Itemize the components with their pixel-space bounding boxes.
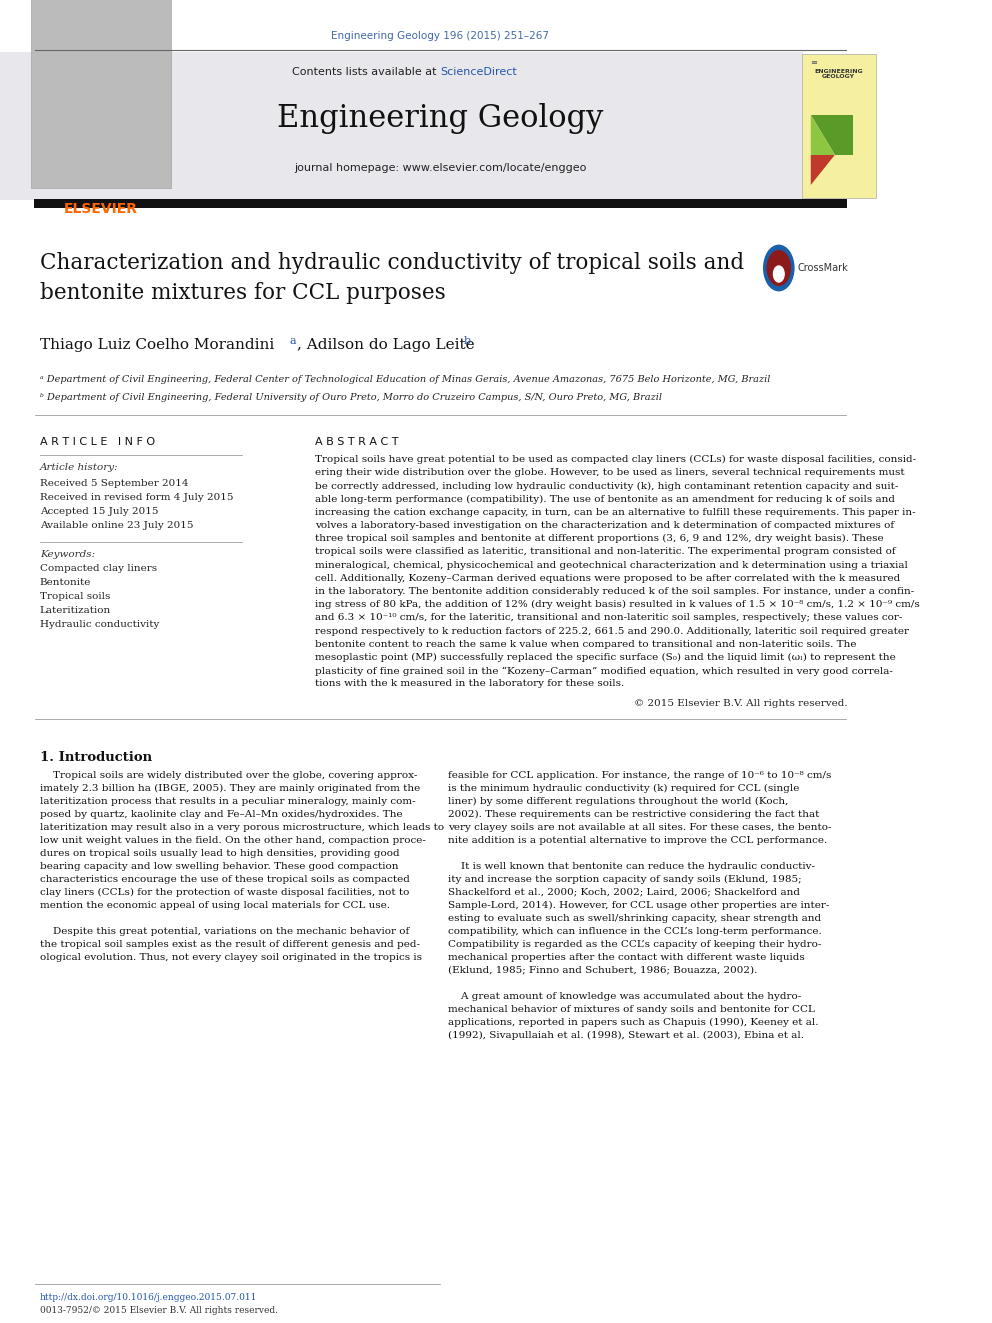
Text: 2002). These requirements can be restrictive considering the fact that: 2002). These requirements can be restric… bbox=[448, 810, 819, 819]
Text: the tropical soil samples exist as the result of different genesis and ped-: the tropical soil samples exist as the r… bbox=[40, 939, 420, 949]
Text: Available online 23 July 2015: Available online 23 July 2015 bbox=[40, 521, 193, 531]
Text: lateritization process that results in a peculiar mineralogy, mainly com-: lateritization process that results in a… bbox=[40, 796, 416, 806]
FancyBboxPatch shape bbox=[31, 0, 172, 188]
Text: http://dx.doi.org/10.1016/j.enggeo.2015.07.011: http://dx.doi.org/10.1016/j.enggeo.2015.… bbox=[40, 1293, 257, 1302]
Text: posed by quartz, kaolinite clay and Fe–Al–Mn oxides/hydroxides. The: posed by quartz, kaolinite clay and Fe–A… bbox=[40, 810, 403, 819]
Text: journal homepage: www.elsevier.com/locate/enggeo: journal homepage: www.elsevier.com/locat… bbox=[295, 163, 586, 173]
Text: Engineering Geology: Engineering Geology bbox=[278, 102, 604, 134]
Text: applications, reported in papers such as Chapuis (1990), Keeney et al.: applications, reported in papers such as… bbox=[448, 1017, 819, 1027]
Text: Hydraulic conductivity: Hydraulic conductivity bbox=[40, 620, 160, 628]
Text: cell. Additionally, Kozeny–Carman derived equations were proposed to be after co: cell. Additionally, Kozeny–Carman derive… bbox=[315, 574, 901, 583]
Text: (1992), Sivapullaiah et al. (1998), Stewart et al. (2003), Ebina et al.: (1992), Sivapullaiah et al. (1998), Stew… bbox=[448, 1031, 805, 1040]
Text: © 2015 Elsevier B.V. All rights reserved.: © 2015 Elsevier B.V. All rights reserved… bbox=[635, 699, 848, 708]
Text: mesoplastic point (MP) successfully replaced the specific surface (S₀) and the l: mesoplastic point (MP) successfully repl… bbox=[315, 654, 896, 662]
Text: Compacted clay liners: Compacted clay liners bbox=[40, 564, 157, 573]
Text: Sample-Lord, 2014). However, for CCL usage other properties are inter-: Sample-Lord, 2014). However, for CCL usa… bbox=[448, 901, 830, 910]
Text: mechanical behavior of mixtures of sandy soils and bentonite for CCL: mechanical behavior of mixtures of sandy… bbox=[448, 1004, 815, 1013]
Text: ELSEVIER: ELSEVIER bbox=[64, 202, 138, 216]
Text: Received 5 September 2014: Received 5 September 2014 bbox=[40, 479, 188, 488]
Text: ScienceDirect: ScienceDirect bbox=[440, 67, 517, 77]
Text: Accepted 15 July 2015: Accepted 15 July 2015 bbox=[40, 507, 159, 516]
Circle shape bbox=[764, 245, 794, 291]
Text: characteristics encourage the use of these tropical soils as compacted: characteristics encourage the use of the… bbox=[40, 875, 410, 884]
Text: Tropical soils have great potential to be used as compacted clay liners (CCLs) f: Tropical soils have great potential to b… bbox=[315, 455, 917, 464]
Text: be correctly addressed, including low hydraulic conductivity (k), high contamina: be correctly addressed, including low hy… bbox=[315, 482, 899, 491]
Text: 0013-7952/© 2015 Elsevier B.V. All rights reserved.: 0013-7952/© 2015 Elsevier B.V. All right… bbox=[40, 1306, 278, 1315]
Text: esting to evaluate such as swell/shrinking capacity, shear strength and: esting to evaluate such as swell/shrinki… bbox=[448, 914, 821, 922]
FancyBboxPatch shape bbox=[0, 52, 190, 200]
Text: is the minimum hydraulic conductivity (k) required for CCL (single: is the minimum hydraulic conductivity (k… bbox=[448, 783, 800, 792]
Text: Article history:: Article history: bbox=[40, 463, 119, 472]
Text: very clayey soils are not available at all sites. For these cases, the bento-: very clayey soils are not available at a… bbox=[448, 823, 832, 832]
Text: A R T I C L E   I N F O: A R T I C L E I N F O bbox=[40, 437, 155, 447]
Text: ᵇ Department of Civil Engineering, Federal University of Ouro Preto, Morro do Cr: ᵇ Department of Civil Engineering, Feder… bbox=[40, 393, 662, 402]
Circle shape bbox=[767, 250, 791, 286]
Text: ᵃ Department of Civil Engineering, Federal Center of Technological Education of : ᵃ Department of Civil Engineering, Feder… bbox=[40, 374, 771, 384]
Text: ing stress of 80 kPa, the addition of 12% (dry weight basis) resulted in k value: ing stress of 80 kPa, the addition of 12… bbox=[315, 601, 920, 610]
Text: Tropical soils are widely distributed over the globe, covering approx-: Tropical soils are widely distributed ov… bbox=[40, 770, 418, 779]
Text: Lateritization: Lateritization bbox=[40, 606, 111, 615]
Text: , Adilson do Lago Leite: , Adilson do Lago Leite bbox=[297, 337, 474, 352]
Text: mention the economic appeal of using local materials for CCL use.: mention the economic appeal of using loc… bbox=[40, 901, 390, 910]
Text: clay liners (CCLs) for the protection of waste disposal facilities, not to: clay liners (CCLs) for the protection of… bbox=[40, 888, 410, 897]
Text: a: a bbox=[290, 336, 297, 347]
Text: nite addition is a potential alternative to improve the CCL performance.: nite addition is a potential alternative… bbox=[448, 836, 827, 844]
Text: ological evolution. Thus, not every clayey soil originated in the tropics is: ological evolution. Thus, not every clay… bbox=[40, 953, 422, 962]
Text: Contents lists available at: Contents lists available at bbox=[293, 67, 440, 77]
Text: Compatibility is regarded as the CCL’s capacity of keeping their hydro-: Compatibility is regarded as the CCL’s c… bbox=[448, 939, 821, 949]
Text: bentonite content to reach the same k value when compared to transitional and no: bentonite content to reach the same k va… bbox=[315, 640, 857, 648]
Text: plasticity of fine grained soil in the “Kozeny–Carman” modified equation, which : plasticity of fine grained soil in the “… bbox=[315, 667, 893, 676]
FancyBboxPatch shape bbox=[61, 52, 803, 200]
Polygon shape bbox=[810, 115, 852, 155]
Text: tions with the k measured in the laboratory for these soils.: tions with the k measured in the laborat… bbox=[315, 680, 625, 688]
Text: 1. Introduction: 1. Introduction bbox=[40, 750, 152, 763]
Text: liner) by some different regulations throughout the world (Koch,: liner) by some different regulations thr… bbox=[448, 796, 789, 806]
Text: Shackelford et al., 2000; Koch, 2002; Laird, 2006; Shackelford and: Shackelford et al., 2000; Koch, 2002; La… bbox=[448, 888, 801, 897]
Text: It is well known that bentonite can reduce the hydraulic conductiv-: It is well known that bentonite can redu… bbox=[448, 861, 815, 871]
Text: Engineering Geology 196 (2015) 251–267: Engineering Geology 196 (2015) 251–267 bbox=[331, 30, 550, 41]
Text: feasible for CCL application. For instance, the range of 10⁻⁶ to 10⁻⁸ cm/s: feasible for CCL application. For instan… bbox=[448, 770, 832, 779]
Text: Characterization and hydraulic conductivity of tropical soils and: Characterization and hydraulic conductiv… bbox=[40, 251, 744, 274]
Text: bentonite mixtures for CCL purposes: bentonite mixtures for CCL purposes bbox=[40, 282, 445, 304]
Text: in the laboratory. The bentonite addition considerably reduced k of the soil sam: in the laboratory. The bentonite additio… bbox=[315, 587, 915, 595]
Text: ENGINEERING
GEOLOGY: ENGINEERING GEOLOGY bbox=[813, 69, 863, 79]
Text: bearing capacity and low swelling behavior. These good compaction: bearing capacity and low swelling behavi… bbox=[40, 861, 399, 871]
Text: lateritization may result also in a very porous microstructure, which leads to: lateritization may result also in a very… bbox=[40, 823, 444, 832]
Text: respond respectively to k reduction factors of 225.2, 661.5 and 290.0. Additiona: respond respectively to k reduction fact… bbox=[315, 627, 910, 635]
Text: Despite this great potential, variations on the mechanic behavior of: Despite this great potential, variations… bbox=[40, 926, 410, 935]
Polygon shape bbox=[810, 115, 834, 155]
Text: Received in revised form 4 July 2015: Received in revised form 4 July 2015 bbox=[40, 493, 233, 501]
Text: imately 2.3 billion ha (IBGE, 2005). They are mainly originated from the: imately 2.3 billion ha (IBGE, 2005). The… bbox=[40, 783, 421, 792]
Text: CrossMark: CrossMark bbox=[798, 263, 848, 273]
Text: Tropical soils: Tropical soils bbox=[40, 591, 110, 601]
Text: mechanical properties after the contact with different waste liquids: mechanical properties after the contact … bbox=[448, 953, 806, 962]
Text: and 6.3 × 10⁻¹⁰ cm/s, for the lateritic, transitional and non-lateritic soil sam: and 6.3 × 10⁻¹⁰ cm/s, for the lateritic,… bbox=[315, 614, 903, 622]
Text: volves a laboratory-based investigation on the characterization and k determinat: volves a laboratory-based investigation … bbox=[315, 521, 895, 531]
Text: three tropical soil samples and bentonite at different proportions (3, 6, 9 and : three tropical soil samples and bentonit… bbox=[315, 534, 884, 544]
FancyBboxPatch shape bbox=[802, 54, 876, 198]
Circle shape bbox=[774, 266, 784, 282]
Text: Thiago Luiz Coelho Morandini: Thiago Luiz Coelho Morandini bbox=[40, 337, 274, 352]
Text: ering their wide distribution over the globe. However, to be used as liners, sev: ering their wide distribution over the g… bbox=[315, 468, 905, 478]
Text: dures on tropical soils usually lead to high densities, providing good: dures on tropical soils usually lead to … bbox=[40, 848, 400, 857]
Text: increasing the cation exchange capacity, in turn, can be an alternative to fulfi: increasing the cation exchange capacity,… bbox=[315, 508, 916, 517]
Text: ity and increase the sorption capacity of sandy soils (Eklund, 1985;: ity and increase the sorption capacity o… bbox=[448, 875, 803, 884]
Polygon shape bbox=[810, 155, 834, 185]
Text: (Eklund, 1985; Finno and Schubert, 1986; Bouazza, 2002).: (Eklund, 1985; Finno and Schubert, 1986;… bbox=[448, 966, 758, 975]
Text: Keywords:: Keywords: bbox=[40, 550, 95, 560]
Text: ≡: ≡ bbox=[809, 57, 816, 66]
Text: tropical soils were classified as lateritic, transitional and non-lateritic. The: tropical soils were classified as lateri… bbox=[315, 548, 896, 557]
FancyBboxPatch shape bbox=[34, 198, 847, 208]
Text: b: b bbox=[463, 336, 470, 347]
Text: low unit weight values in the field. On the other hand, compaction proce-: low unit weight values in the field. On … bbox=[40, 836, 426, 844]
Text: Bentonite: Bentonite bbox=[40, 578, 91, 587]
Text: able long-term performance (compatibility). The use of bentonite as an amendment: able long-term performance (compatibilit… bbox=[315, 495, 895, 504]
Text: A great amount of knowledge was accumulated about the hydro-: A great amount of knowledge was accumula… bbox=[448, 992, 802, 1000]
Text: mineralogical, chemical, physicochemical and geotechnical characterization and k: mineralogical, chemical, physicochemical… bbox=[315, 561, 908, 570]
Text: compatibility, which can influence in the CCL’s long-term performance.: compatibility, which can influence in th… bbox=[448, 926, 822, 935]
Text: A B S T R A C T: A B S T R A C T bbox=[315, 437, 399, 447]
